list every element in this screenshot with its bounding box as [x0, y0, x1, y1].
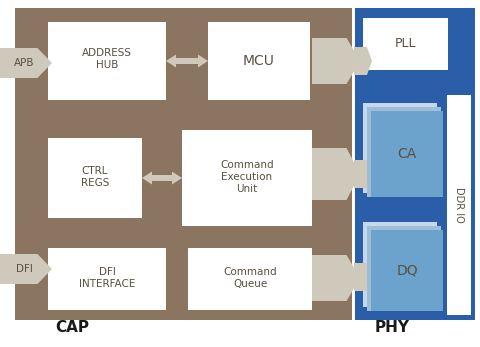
Text: DFI
INTERFACE: DFI INTERFACE: [79, 267, 135, 289]
Text: CTRL
REGS: CTRL REGS: [81, 166, 109, 188]
Text: CAP: CAP: [55, 321, 89, 336]
Bar: [15, 8, 352, 320]
Polygon shape: [172, 171, 182, 185]
Bar: [48, 248, 166, 310]
Bar: [367, 107, 441, 197]
Polygon shape: [312, 38, 360, 84]
Polygon shape: [166, 54, 176, 68]
Polygon shape: [312, 255, 360, 301]
Polygon shape: [142, 171, 152, 185]
Text: CA: CA: [397, 147, 417, 161]
Bar: [48, 138, 142, 218]
Text: PLL: PLL: [394, 36, 416, 50]
Bar: [447, 95, 471, 315]
Bar: [188, 248, 312, 310]
Bar: [208, 22, 310, 100]
Text: ADDRESS
HUB: ADDRESS HUB: [82, 48, 132, 70]
Bar: [48, 22, 166, 100]
Bar: [355, 8, 475, 320]
Text: PHY: PHY: [374, 321, 409, 336]
Bar: [363, 18, 448, 70]
Bar: [176, 58, 198, 64]
Polygon shape: [354, 47, 372, 75]
Text: DFI: DFI: [15, 264, 33, 274]
Polygon shape: [354, 263, 372, 291]
Bar: [363, 103, 437, 193]
Text: APB: APB: [14, 58, 34, 68]
Polygon shape: [198, 54, 208, 68]
Bar: [152, 175, 172, 181]
Text: DDR IO: DDR IO: [454, 187, 464, 223]
Polygon shape: [354, 160, 372, 188]
Text: Command
Queue: Command Queue: [223, 267, 277, 289]
Bar: [371, 111, 443, 197]
Polygon shape: [0, 254, 52, 284]
Text: MCU: MCU: [243, 54, 275, 68]
Bar: [182, 130, 312, 226]
Bar: [363, 222, 437, 307]
Polygon shape: [0, 48, 52, 78]
Text: Command
Execution
Unit: Command Execution Unit: [220, 160, 274, 194]
Polygon shape: [312, 148, 360, 200]
Bar: [367, 226, 441, 311]
Bar: [371, 230, 443, 311]
Text: DQ: DQ: [396, 264, 418, 278]
